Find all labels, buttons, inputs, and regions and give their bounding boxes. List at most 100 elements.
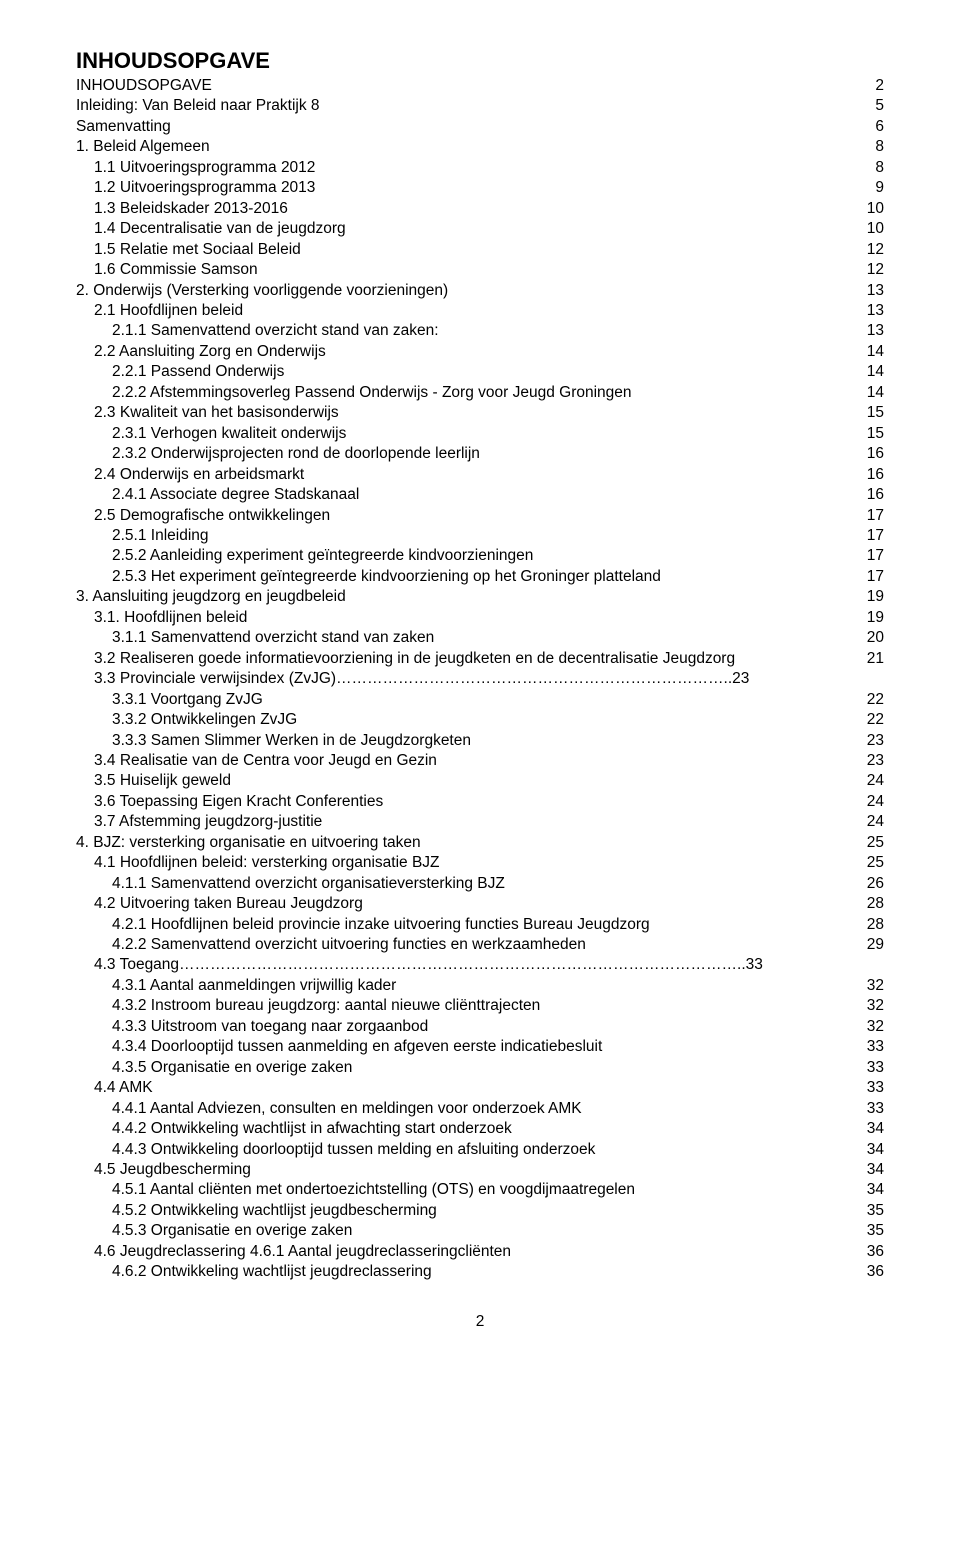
toc-entry: 3.3.3 Samen Slimmer Werken in de Jeugdzo… <box>76 731 884 751</box>
toc-entry-label: 4. BJZ: versterking organisatie en uitvo… <box>76 833 421 853</box>
toc-entry-label: 3.6 Toepassing Eigen Kracht Conferenties <box>94 792 383 812</box>
toc-entry-page: 17 <box>867 526 884 546</box>
toc-entry: 4.5.3 Organisatie en overige zaken 35 <box>76 1221 884 1241</box>
toc-entry-label: 2.4.1 Associate degree Stadskanaal <box>112 485 359 505</box>
toc-entry-label: 4.3.5 Organisatie en overige zaken <box>112 1058 352 1078</box>
toc-entry: 3.3.2 Ontwikkelingen ZvJG 22 <box>76 710 884 730</box>
toc-entry: 2.2.2 Afstemmingsoverleg Passend Onderwi… <box>76 383 884 403</box>
toc-entry-label: 3.7 Afstemming jeugdzorg-justitie <box>94 812 322 832</box>
toc-entry-label: 4.2 Uitvoering taken Bureau Jeugdzorg <box>94 894 363 914</box>
toc-entry-label: 4.1.1 Samenvattend overzicht organisatie… <box>112 874 505 894</box>
toc-entry: Samenvatting 6 <box>76 117 884 137</box>
toc-entry-page: 22 <box>867 710 884 730</box>
toc-entry-label: 2.1 Hoofdlijnen beleid <box>94 301 243 321</box>
toc-entry-page: 16 <box>867 485 884 505</box>
toc-entry-label: 3.1. Hoofdlijnen beleid <box>94 608 247 628</box>
toc-entry-page: 32 <box>867 1017 884 1037</box>
toc-entry-page: 8 <box>875 137 884 157</box>
toc-entry-page: 32 <box>867 976 884 996</box>
toc-entry-label: 2.3 Kwaliteit van het basisonderwijs <box>94 403 339 423</box>
toc-entry-page: 23 <box>867 731 884 751</box>
toc-entry-label: 4.3.2 Instroom bureau jeugdzorg: aantal … <box>112 996 540 1016</box>
toc-entry-page: 34 <box>867 1180 884 1200</box>
toc-entry: 3.3.1 Voortgang ZvJG 22 <box>76 690 884 710</box>
toc-entry-label: INHOUDSOPGAVE <box>76 76 212 96</box>
toc-entry: 2.1.1 Samenvattend overzicht stand van z… <box>76 321 884 341</box>
toc-entry: 4. BJZ: versterking organisatie en uitvo… <box>76 833 884 853</box>
toc-entry-label: 4.5.3 Organisatie en overige zaken <box>112 1221 352 1241</box>
toc-entry: 1.3 Beleidskader 2013-2016 10 <box>76 199 884 219</box>
toc-entry-page: 34 <box>867 1119 884 1139</box>
toc-entry-page: 24 <box>867 792 884 812</box>
toc-entry: Inleiding: Van Beleid naar Praktijk 8 5 <box>76 96 884 116</box>
toc-entry-page: 17 <box>867 546 884 566</box>
toc-entry: 4.5 Jeugdbescherming 34 <box>76 1160 884 1180</box>
toc-entry: 4.3.2 Instroom bureau jeugdzorg: aantal … <box>76 996 884 1016</box>
toc-entry-label: 4.5.1 Aantal cliënten met ondertoezichts… <box>112 1180 635 1200</box>
toc-entry-label: 4.4.3 Ontwikkeling doorlooptijd tussen m… <box>112 1140 595 1160</box>
toc-title: INHOUDSOPGAVE <box>76 48 884 74</box>
toc-entry-label: 3.3.1 Voortgang ZvJG <box>112 690 263 710</box>
toc-entry-page: 33 <box>867 1099 884 1119</box>
toc-entry-page: 24 <box>867 812 884 832</box>
toc-entry-page: 13 <box>867 301 884 321</box>
toc-entry-page: 32 <box>867 996 884 1016</box>
toc-entry-page: 14 <box>867 383 884 403</box>
toc-entry: 2.1 Hoofdlijnen beleid 13 <box>76 301 884 321</box>
toc-entry-page: 33 <box>867 1037 884 1057</box>
toc-entry-page: 35 <box>867 1201 884 1221</box>
toc-entry: 4.3.1 Aantal aanmeldingen vrijwillig kad… <box>76 976 884 996</box>
toc-entry-label: Samenvatting <box>76 117 171 137</box>
toc-entry-page: 33 <box>867 1078 884 1098</box>
toc-entry-page: 36 <box>867 1262 884 1282</box>
page-number: 2 <box>76 1313 884 1331</box>
toc-entry: 3.1. Hoofdlijnen beleid 19 <box>76 608 884 628</box>
toc-entry: 2.5.1 Inleiding 17 <box>76 526 884 546</box>
toc-entry: 2.4 Onderwijs en arbeidsmarkt 16 <box>76 465 884 485</box>
toc-entry: 4.6.2 Ontwikkeling wachtlijst jeugdrecla… <box>76 1262 884 1282</box>
toc-entry: 4.1.1 Samenvattend overzicht organisatie… <box>76 874 884 894</box>
toc-entry-label: 3.3.3 Samen Slimmer Werken in de Jeugdzo… <box>112 731 471 751</box>
toc-entry-label: 2.2.2 Afstemmingsoverleg Passend Onderwi… <box>112 383 632 403</box>
toc-entry-label: 2.5 Demografische ontwikkelingen <box>94 506 330 526</box>
toc-entry: 3.4 Realisatie van de Centra voor Jeugd … <box>76 751 884 771</box>
toc-entry-label: 1.6 Commissie Samson <box>94 260 258 280</box>
toc-entry: 2.4.1 Associate degree Stadskanaal 16 <box>76 485 884 505</box>
toc-entry-label: 2.3.2 Onderwijsprojecten rond de doorlop… <box>112 444 480 464</box>
toc-entry-label: 3.3 Provinciale verwijsindex (ZvJG)……………… <box>94 669 749 689</box>
toc-entry-page: 12 <box>867 240 884 260</box>
toc-entry-page: 22 <box>867 690 884 710</box>
toc-entry-label: 3.1.1 Samenvattend overzicht stand van z… <box>112 628 434 648</box>
toc-entry-page: 35 <box>867 1221 884 1241</box>
toc-entry: 2.2 Aansluiting Zorg en Onderwijs 14 <box>76 342 884 362</box>
toc-entry-label: 3.2 Realiseren goede informatievoorzieni… <box>94 649 735 669</box>
toc-entry: 1.4 Decentralisatie van de jeugdzorg 10 <box>76 219 884 239</box>
toc-entry-label: 4.4 AMK <box>94 1078 153 1098</box>
toc-entry: INHOUDSOPGAVE 2 <box>76 76 884 96</box>
toc-entry-page: 36 <box>867 1242 884 1262</box>
toc-entry: 3. Aansluiting jeugdzorg en jeugdbeleid … <box>76 587 884 607</box>
toc-entry-label: 1.4 Decentralisatie van de jeugdzorg <box>94 219 346 239</box>
toc-entry-label: 4.5.2 Ontwikkeling wachtlijst jeugdbesch… <box>112 1201 437 1221</box>
toc-entry-label: 2.4 Onderwijs en arbeidsmarkt <box>94 465 304 485</box>
toc-entry-label: 4.3.3 Uitstroom van toegang naar zorgaan… <box>112 1017 428 1037</box>
toc-entry-label: 3.3.2 Ontwikkelingen ZvJG <box>112 710 297 730</box>
toc-entry: 2.5.2 Aanleiding experiment geïntegreerd… <box>76 546 884 566</box>
toc-entry-label: 1. Beleid Algemeen <box>76 137 210 157</box>
toc-entry-label: 4.3 Toegang……………………………………………………………………………… <box>94 955 763 975</box>
toc-entry-label: 1.2 Uitvoeringsprogramma 2013 <box>94 178 315 198</box>
toc-list: INHOUDSOPGAVE 2Inleiding: Van Beleid naa… <box>76 76 884 1283</box>
toc-entry-page: 19 <box>867 608 884 628</box>
toc-entry-page: 23 <box>867 751 884 771</box>
toc-entry: 4.3.5 Organisatie en overige zaken 33 <box>76 1058 884 1078</box>
toc-entry: 2.3.2 Onderwijsprojecten rond de doorlop… <box>76 444 884 464</box>
toc-entry-page: 28 <box>867 894 884 914</box>
toc-entry: 2.3.1 Verhogen kwaliteit onderwijs 15 <box>76 424 884 444</box>
toc-entry: 3.7 Afstemming jeugdzorg-justitie 24 <box>76 812 884 832</box>
toc-entry-page: 13 <box>867 281 884 301</box>
toc-entry: 2.5.3 Het experiment geïntegreerde kindv… <box>76 567 884 587</box>
toc-entry-page: 17 <box>867 506 884 526</box>
toc-entry-label: 1.5 Relatie met Sociaal Beleid <box>94 240 301 260</box>
toc-entry-label: 3. Aansluiting jeugdzorg en jeugdbeleid <box>76 587 346 607</box>
toc-entry: 1.6 Commissie Samson 12 <box>76 260 884 280</box>
